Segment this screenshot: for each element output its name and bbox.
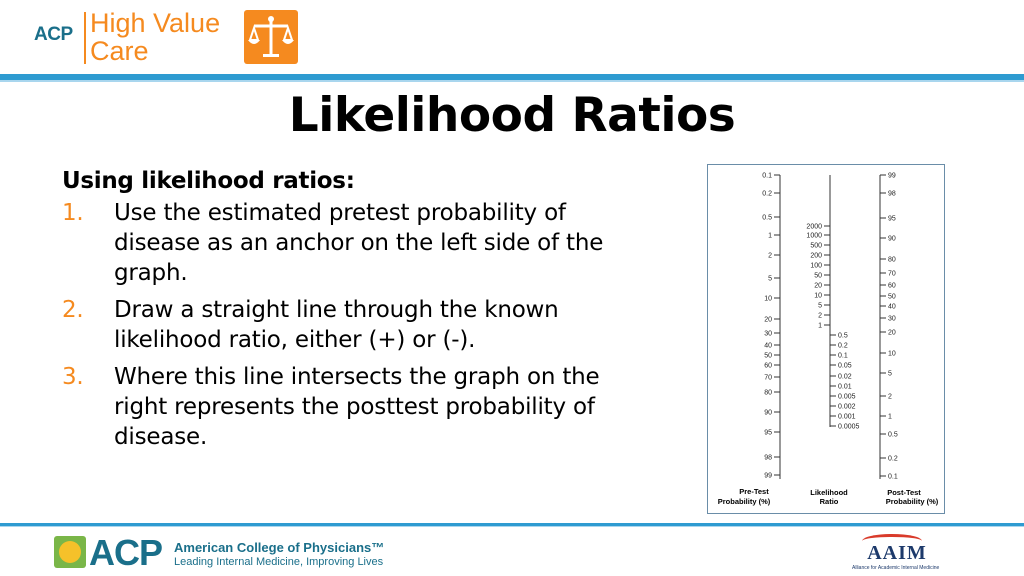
aaim-subtitle: Alliance for Academic Internal Medicine — [852, 565, 940, 571]
lr-tick-label: 10 — [814, 293, 822, 300]
posttest-tick-label: 99 — [888, 173, 896, 180]
posttest-tick-label: 90 — [888, 236, 896, 243]
posttest-tick-label: 0.5 — [888, 432, 898, 439]
lr-tick-label: 2000 — [806, 224, 822, 231]
pretest-tick-label: 90 — [764, 410, 772, 417]
posttest-tick-label: 0.1 — [888, 474, 898, 481]
pretest-tick-label: 5 — [768, 276, 772, 283]
posttest-tick-label: 10 — [888, 351, 896, 358]
step-number: 2. — [62, 297, 84, 323]
posttest-tick-label: 70 — [888, 271, 896, 278]
acp-footer-name: American College of Physicians™ — [174, 540, 385, 555]
lr-tick-label: 0.01 — [838, 384, 852, 391]
lr-tick-label: 0.02 — [838, 374, 852, 381]
lr-tick-label: 200 — [810, 253, 822, 260]
lr-tick-label: 100 — [810, 263, 822, 270]
lr-tick-label: 0.002 — [838, 404, 856, 411]
lr-tick-label: 1 — [818, 323, 822, 330]
step-text: Use the estimated pretest probability of… — [114, 200, 604, 286]
acp-footer-logo: ACP American College of Physicians™ Lead… — [54, 532, 384, 573]
pretest-tick-label: 99 — [764, 473, 772, 480]
nomogram-figure: Pre-Test Probability (%) Likelihood Rati… — [718, 173, 939, 507]
lr-label-line2: Ratio — [820, 497, 839, 506]
logo-separator — [84, 12, 86, 64]
footer-divider — [0, 523, 1024, 526]
posttest-tick-label: 1 — [888, 414, 892, 421]
pretest-tick-label: 0.5 — [762, 215, 772, 222]
pretest-tick-label: 50 — [764, 353, 772, 360]
step-number: 1. — [62, 200, 84, 226]
posttest-tick-label: 40 — [888, 304, 896, 311]
aaim-footer-logo: AAIM Alliance for Academic Internal Medi… — [852, 534, 972, 574]
lr-tick-label: 0.2 — [838, 343, 848, 350]
header-divider — [0, 74, 1024, 80]
pretest-label-line2: Probability (%) — [718, 497, 771, 506]
step-text: Where this line intersects the graph on … — [114, 364, 600, 450]
posttest-tick-label: 30 — [888, 316, 896, 323]
lr-tick-label: 2 — [818, 313, 822, 320]
steps-list: 1. Use the estimated pretest probability… — [62, 198, 642, 452]
step-item: 2. Draw a straight line through the know… — [62, 295, 622, 355]
pretest-tick-label: 10 — [764, 296, 772, 303]
pretest-tick-label: 95 — [764, 430, 772, 437]
pretest-tick-label: 60 — [764, 363, 772, 370]
posttest-tick-label: 60 — [888, 283, 896, 290]
posttest-tick-label: 80 — [888, 257, 896, 264]
posttest-tick-label: 98 — [888, 191, 896, 198]
balance-scale-icon — [244, 10, 298, 64]
acp-footer-wordmark: ACP — [89, 532, 163, 573]
step-item: 3. Where this line intersects the graph … — [62, 362, 622, 452]
pretest-tick-label: 40 — [764, 343, 772, 350]
lr-tick-label: 50 — [814, 273, 822, 280]
pretest-tick-label: 98 — [764, 455, 772, 462]
logo-care-text: Care — [90, 36, 149, 66]
pretest-tick-label: 70 — [764, 375, 772, 382]
acp-high-value-care-logo: ACP High Value Care — [34, 8, 304, 68]
logo-acp-text: ACP — [34, 24, 73, 45]
lr-tick-label: 20 — [814, 283, 822, 290]
lr-tick-label: 0.1 — [838, 353, 848, 360]
header-divider-light — [0, 80, 1024, 82]
lr-tick-label: 1000 — [806, 233, 822, 240]
pretest-tick-label: 80 — [764, 390, 772, 397]
pretest-label-line1: Pre-Test — [739, 487, 769, 496]
aaim-wordmark: AAIM — [867, 542, 927, 564]
footer-divider-light — [0, 526, 1024, 527]
pretest-tick-label: 0.2 — [762, 191, 772, 198]
pretest-tick-label: 2 — [768, 253, 772, 260]
pretest-tick-label: 0.1 — [762, 173, 772, 180]
acp-emblem-inner — [59, 541, 81, 563]
lr-tick-label: 0.001 — [838, 414, 856, 421]
slide-title: Likelihood Ratios — [288, 88, 736, 143]
posttest-tick-label: 2 — [888, 394, 892, 401]
lr-tick-label: 500 — [810, 243, 822, 250]
posttest-tick-label: 95 — [888, 216, 896, 223]
pretest-tick-label: 20 — [764, 317, 772, 324]
acp-footer-tagline: Leading Internal Medicine, Improving Liv… — [174, 556, 384, 568]
posttest-tick-label: 5 — [888, 371, 892, 378]
lr-tick-label: 0.5 — [838, 333, 848, 340]
pretest-tick-label: 1 — [768, 233, 772, 240]
posttest-label-line2: Probability (%) — [886, 497, 939, 506]
lr-tick-label: 0.05 — [838, 363, 852, 370]
posttest-tick-label: 50 — [888, 294, 896, 301]
posttest-tick-label: 20 — [888, 330, 896, 337]
lr-label-line1: Likelihood — [810, 488, 848, 497]
lr-tick-label: 5 — [818, 303, 822, 310]
step-number: 3. — [62, 364, 84, 390]
step-text: Draw a straight line through the known l… — [114, 297, 559, 353]
slide-body: Using likelihood ratios: 1. Use the esti… — [62, 166, 642, 452]
lr-tick-label: 0.0005 — [838, 424, 860, 431]
logo-high-value-text: High Value — [90, 8, 221, 38]
posttest-tick-label: 0.2 — [888, 456, 898, 463]
lr-tick-label: 0.005 — [838, 394, 856, 401]
step-item: 1. Use the estimated pretest probability… — [62, 198, 622, 288]
subheading: Using likelihood ratios: — [62, 168, 355, 194]
aaim-arc-icon — [862, 534, 922, 548]
fagan-nomogram: Pre-Test Probability (%) Likelihood Rati… — [707, 164, 945, 514]
posttest-label-line1: Post-Test — [887, 488, 921, 497]
pretest-tick-label: 30 — [764, 331, 772, 338]
